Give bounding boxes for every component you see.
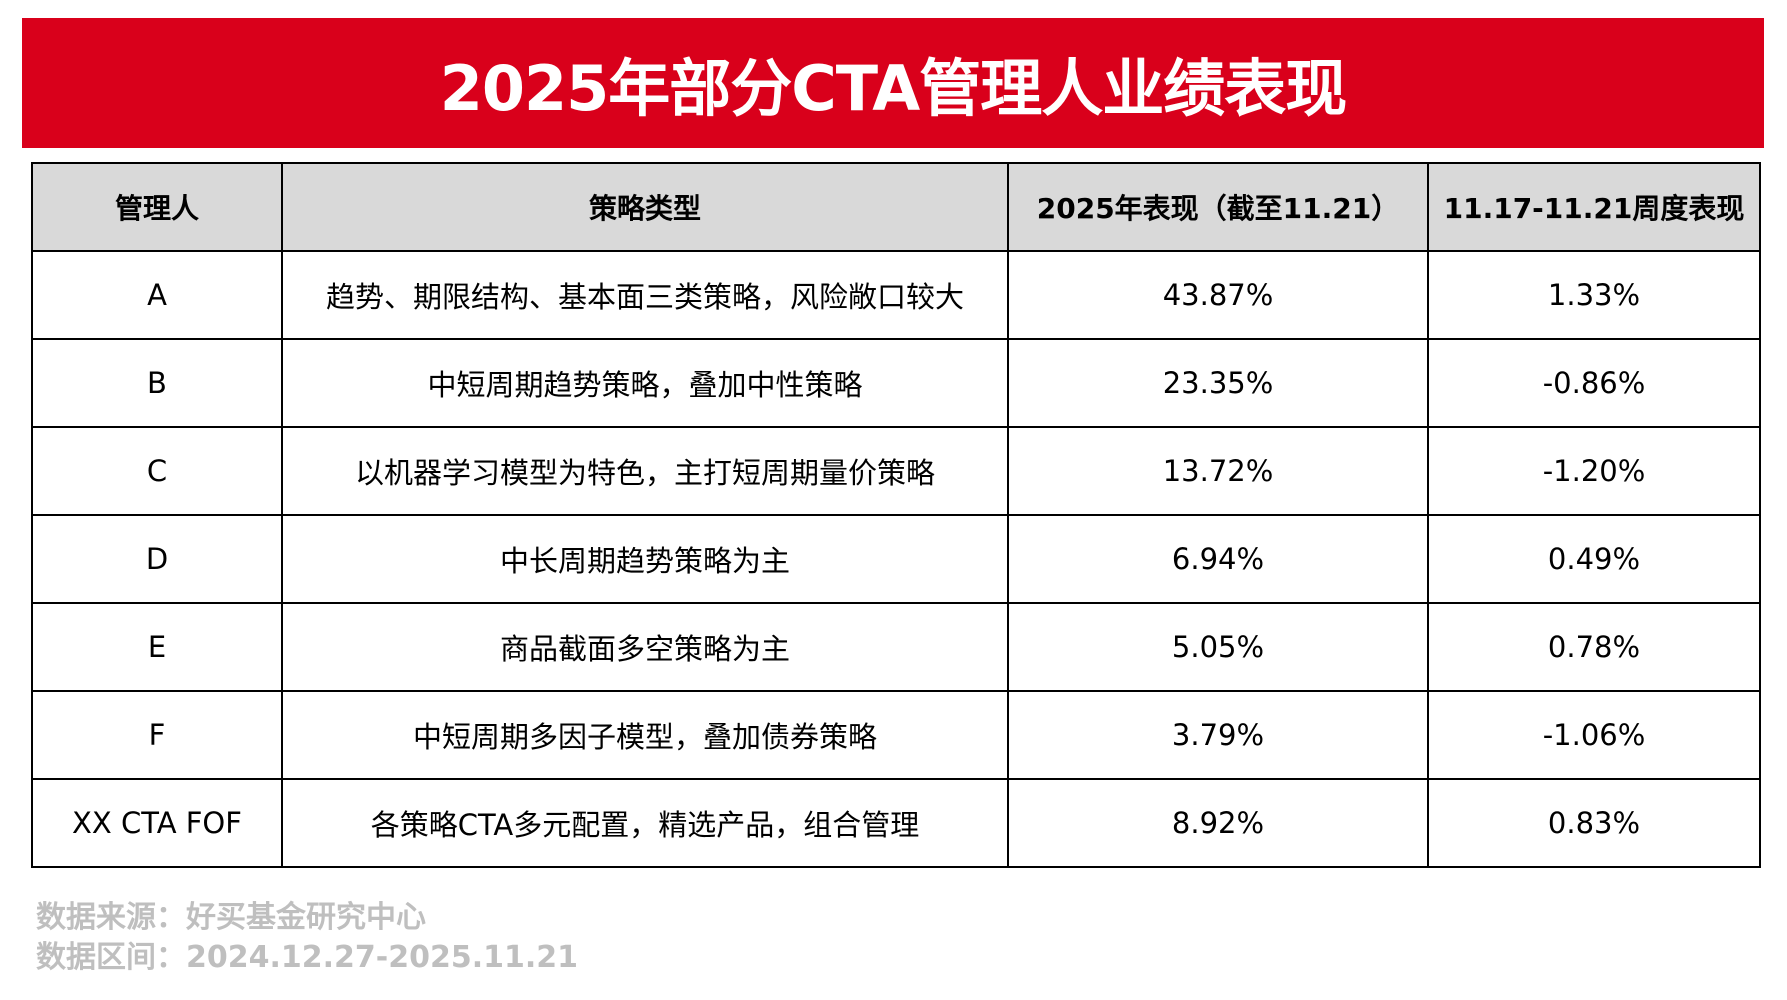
table-row: F 中短周期多因子模型，叠加债券策略 3.79% -1.06% — [31, 690, 1761, 780]
cell-weekly: -0.86% — [1427, 338, 1761, 428]
header-manager: 管理人 — [31, 162, 283, 252]
table-row: D 中长周期趋势策略为主 6.94% 0.49% — [31, 514, 1761, 604]
cell-ytd: 3.79% — [1007, 690, 1429, 780]
cell-ytd: 6.94% — [1007, 514, 1429, 604]
data-period: 数据区间：2024.12.27-2025.11.21 — [36, 940, 579, 975]
header-strategy: 策略类型 — [281, 162, 1009, 252]
cell-strategy: 以机器学习模型为特色，主打短周期量价策略 — [281, 426, 1009, 516]
performance-table: 管理人 策略类型 2025年表现（截至11.21） 11.17-11.21周度表… — [31, 162, 1761, 868]
table-row: B 中短周期趋势策略，叠加中性策略 23.35% -0.86% — [31, 338, 1761, 428]
cell-manager: F — [31, 690, 283, 780]
cell-weekly: 0.78% — [1427, 602, 1761, 692]
table-row: E 商品截面多空策略为主 5.05% 0.78% — [31, 602, 1761, 692]
cell-strategy: 中短周期趋势策略，叠加中性策略 — [281, 338, 1009, 428]
title-banner: 2025年部分CTA管理人业绩表现 — [22, 18, 1764, 148]
cell-strategy: 中长周期趋势策略为主 — [281, 514, 1009, 604]
cell-weekly: 0.49% — [1427, 514, 1761, 604]
header-weekly: 11.17-11.21周度表现 — [1427, 162, 1761, 252]
table-row: C 以机器学习模型为特色，主打短周期量价策略 13.72% -1.20% — [31, 426, 1761, 516]
cell-ytd: 23.35% — [1007, 338, 1429, 428]
cell-manager: E — [31, 602, 283, 692]
cell-weekly: -1.06% — [1427, 690, 1761, 780]
header-ytd: 2025年表现（截至11.21） — [1007, 162, 1429, 252]
cell-manager: B — [31, 338, 283, 428]
cell-manager: C — [31, 426, 283, 516]
cell-ytd: 43.87% — [1007, 250, 1429, 340]
cell-weekly: 1.33% — [1427, 250, 1761, 340]
data-source: 数据来源：好买基金研究中心 — [36, 900, 426, 935]
table-header-row: 管理人 策略类型 2025年表现（截至11.21） 11.17-11.21周度表… — [31, 162, 1761, 252]
cell-manager: A — [31, 250, 283, 340]
table-row: XX CTA FOF 各策略CTA多元配置，精选产品，组合管理 8.92% 0.83% — [31, 778, 1761, 868]
cell-weekly: 0.83% — [1427, 778, 1761, 868]
cell-weekly: -1.20% — [1427, 426, 1761, 516]
cell-manager: XX CTA FOF — [31, 778, 283, 868]
page-title: 2025年部分CTA管理人业绩表现 — [439, 52, 1348, 125]
cell-strategy: 各策略CTA多元配置，精选产品，组合管理 — [281, 778, 1009, 868]
cell-ytd: 13.72% — [1007, 426, 1429, 516]
cell-strategy: 趋势、期限结构、基本面三类策略，风险敞口较大 — [281, 250, 1009, 340]
cell-strategy: 中短周期多因子模型，叠加债券策略 — [281, 690, 1009, 780]
cell-strategy: 商品截面多空策略为主 — [281, 602, 1009, 692]
cell-manager: D — [31, 514, 283, 604]
cell-ytd: 5.05% — [1007, 602, 1429, 692]
table-row: A 趋势、期限结构、基本面三类策略，风险敞口较大 43.87% 1.33% — [31, 250, 1761, 340]
footer-notes: 数据来源：好买基金研究中心 数据区间：2024.12.27-2025.11.21 — [36, 898, 578, 978]
cell-ytd: 8.92% — [1007, 778, 1429, 868]
